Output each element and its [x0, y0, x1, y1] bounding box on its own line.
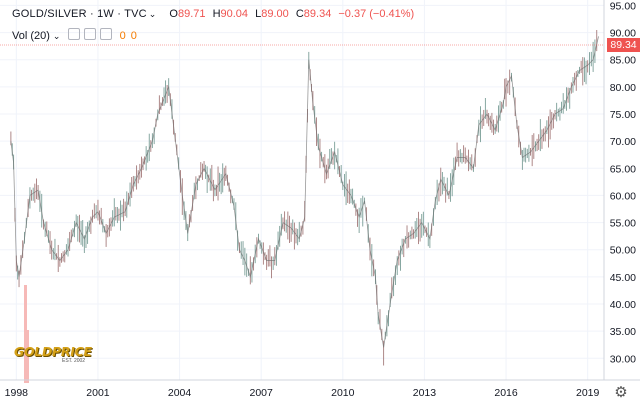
time-tick-label: 2016: [494, 387, 518, 399]
close-icon[interactable]: [99, 28, 112, 40]
chevron-down-icon[interactable]: ⌄: [148, 9, 157, 19]
low-label: L: [255, 8, 262, 20]
low-value: 89.00: [261, 8, 289, 20]
gear-icon[interactable]: ⚙: [614, 384, 628, 401]
time-tick-label: 2019: [576, 387, 600, 399]
price-tick-label: 65.00: [610, 163, 636, 175]
volume-label[interactable]: Vol (20): [12, 30, 50, 42]
price-tick-label: 80.00: [610, 82, 636, 94]
chevron-down-icon[interactable]: ⌄: [52, 31, 61, 41]
close-value: 89.34: [303, 8, 332, 20]
time-tick-label: 2010: [331, 387, 355, 399]
price-tick-label: 60.00: [610, 190, 636, 202]
settings-small-icon[interactable]: [83, 28, 96, 40]
volume-bar: [24, 285, 27, 383]
eye-icon[interactable]: [67, 28, 80, 40]
price-tick-label: 55.00: [610, 218, 636, 230]
volume-bar: [27, 330, 29, 383]
price-tick-label: 70.00: [610, 136, 636, 148]
logo-est: EST. 2002: [62, 358, 86, 364]
time-tick-label: 1998: [5, 387, 29, 399]
high-value: 90.04: [220, 8, 249, 20]
change-value: −0.37 (−0.41%): [338, 8, 415, 20]
price-tick-label: 30.00: [610, 353, 636, 365]
high-label: H: [212, 8, 221, 20]
chart-grid: [0, 0, 604, 380]
time-tick-label: 2007: [250, 387, 274, 399]
volume-value-1: 0: [119, 30, 126, 42]
volume-value-2: 0: [130, 30, 137, 42]
price-tick-label: 45.00: [610, 272, 636, 284]
price-tick-label: 95.00: [610, 0, 636, 12]
price-tick-label: 40.00: [610, 299, 636, 311]
price-tick-label: 75.00: [610, 109, 636, 121]
price-tick-label: 90.00: [610, 28, 636, 40]
time-tick-label: 2013: [413, 387, 437, 399]
symbol-legend: GOLD/SILVER · 1W · TVC ⌄ O89.71 H90.04 L8…: [12, 8, 414, 20]
time-tick-label: 2001: [86, 387, 110, 399]
time-axis[interactable]: 1998 2001 2004 2007 2010 2013 2016 2019: [5, 387, 600, 399]
price-tick-label: 85.00: [610, 55, 636, 67]
time-tick-label: 2004: [168, 387, 192, 399]
open-label: O: [169, 8, 178, 20]
logo-text: GOLDPRICE: [14, 344, 92, 359]
series-line: [10, 36, 599, 348]
price-tick-label: 35.00: [610, 326, 636, 338]
price-tick-label: 50.00: [610, 245, 636, 257]
close-label: C: [295, 8, 304, 20]
symbol-label[interactable]: GOLD/SILVER · 1W · TVC: [12, 8, 147, 20]
last-price-badge: 89.34: [607, 38, 640, 52]
price-axis[interactable]: 95.00 90.00 85.00 80.00 75.00 70.00 65.00 60.00…: [610, 0, 636, 365]
open-value: 89.71: [177, 8, 206, 20]
goldprice-logo: GOLDPRICE EST. 2002: [14, 343, 110, 365]
price-series: [10, 30, 599, 366]
